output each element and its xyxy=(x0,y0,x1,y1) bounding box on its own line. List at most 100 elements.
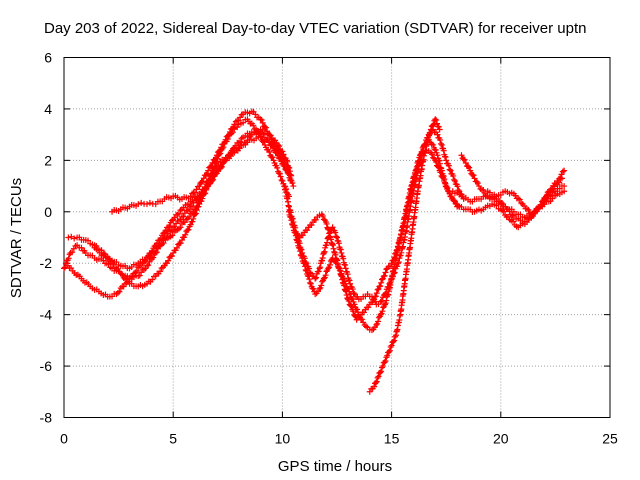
data-point xyxy=(276,154,283,161)
data-point xyxy=(297,248,304,255)
data-point xyxy=(336,267,343,274)
data-point xyxy=(328,236,335,243)
data-point xyxy=(230,124,237,131)
data-point xyxy=(443,184,450,191)
data-point xyxy=(157,268,164,275)
data-point xyxy=(334,261,341,268)
data-point xyxy=(333,233,340,240)
data-point xyxy=(339,279,346,286)
data-point xyxy=(71,235,78,242)
data-point xyxy=(377,298,384,305)
data-point xyxy=(208,163,215,170)
data-point xyxy=(111,264,118,271)
data-point xyxy=(305,273,312,280)
data-point xyxy=(230,145,237,152)
data-point xyxy=(339,276,346,283)
data-point xyxy=(548,185,555,192)
data-point xyxy=(325,265,332,272)
data-point xyxy=(427,126,434,133)
data-point xyxy=(395,259,402,266)
data-point xyxy=(378,368,385,375)
data-point xyxy=(465,163,472,170)
data-point xyxy=(432,147,439,154)
data-point xyxy=(169,232,176,239)
data-point xyxy=(225,132,232,139)
data-point xyxy=(312,275,319,282)
data-point xyxy=(321,248,328,255)
data-point xyxy=(332,251,339,258)
data-point xyxy=(446,166,453,173)
data-point xyxy=(377,369,384,376)
data-point xyxy=(375,314,382,321)
y-tick-label: -6 xyxy=(40,358,53,374)
data-point xyxy=(372,379,379,386)
data-point xyxy=(177,224,184,231)
data-point xyxy=(332,229,339,236)
data-point xyxy=(444,184,451,191)
data-point xyxy=(345,297,352,304)
data-point xyxy=(173,244,180,251)
data-point xyxy=(442,154,449,161)
data-point xyxy=(205,167,212,174)
data-point xyxy=(146,199,153,206)
data-point xyxy=(294,239,301,246)
data-point xyxy=(375,373,382,380)
data-point xyxy=(210,176,217,183)
data-point xyxy=(186,214,193,221)
series-pass-I xyxy=(366,116,443,395)
data-point xyxy=(250,122,257,129)
data-point xyxy=(95,246,102,253)
data-point xyxy=(145,253,152,260)
data-point xyxy=(350,308,357,315)
data-point xyxy=(268,141,275,148)
data-point xyxy=(427,129,434,136)
data-point xyxy=(435,164,442,171)
data-point xyxy=(386,347,393,354)
data-point xyxy=(329,241,336,248)
data-point xyxy=(285,203,292,210)
data-point xyxy=(342,262,349,269)
data-point xyxy=(206,181,213,188)
data-point xyxy=(531,209,538,216)
data-point xyxy=(119,271,126,278)
data-point xyxy=(148,248,155,255)
data-point xyxy=(293,230,300,237)
data-point xyxy=(278,177,285,184)
data-point xyxy=(310,285,317,292)
data-point xyxy=(187,221,194,228)
data-point xyxy=(338,249,345,256)
data-point xyxy=(287,214,294,221)
data-point xyxy=(116,288,123,295)
data-point xyxy=(396,237,403,244)
data-point xyxy=(213,152,220,159)
x-tick-label: 20 xyxy=(493,431,509,447)
data-point xyxy=(425,136,432,143)
data-point xyxy=(399,227,406,234)
data-point xyxy=(289,220,296,227)
data-point xyxy=(307,279,314,286)
data-point xyxy=(273,149,280,156)
data-point xyxy=(303,267,310,274)
data-point xyxy=(379,308,386,315)
data-point xyxy=(199,178,206,185)
data-point xyxy=(65,255,72,262)
data-point xyxy=(235,117,242,124)
data-point xyxy=(114,289,121,296)
data-point xyxy=(318,282,325,289)
data-point xyxy=(322,272,329,279)
data-point xyxy=(398,249,405,256)
data-point xyxy=(441,179,448,186)
data-point xyxy=(334,257,341,264)
data-point xyxy=(440,174,447,181)
data-point xyxy=(277,154,284,161)
data-point xyxy=(329,224,336,231)
y-axis-title: SDTVAR / TECUs xyxy=(8,178,25,298)
data-point xyxy=(323,220,330,227)
data-point xyxy=(454,183,461,190)
data-point xyxy=(381,359,388,366)
data-point xyxy=(218,144,225,151)
data-point xyxy=(313,274,320,281)
data-point xyxy=(338,272,345,279)
data-point xyxy=(192,189,199,196)
